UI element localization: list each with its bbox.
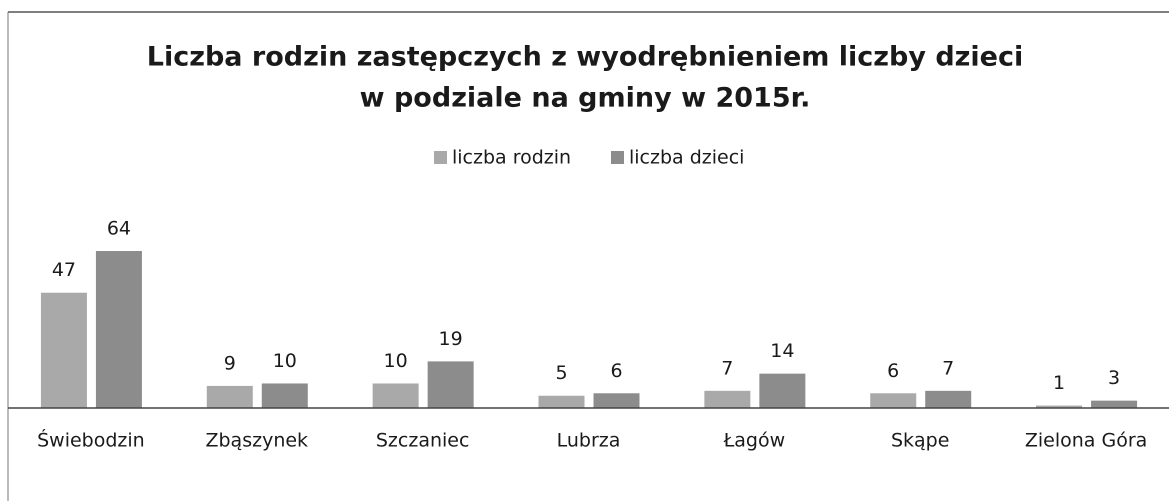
x-tick-label: Świebodzin	[37, 428, 145, 452]
bar	[427, 361, 474, 408]
bar	[538, 395, 585, 408]
bar	[1091, 400, 1138, 408]
bar	[95, 251, 142, 408]
legend-swatch	[611, 151, 624, 164]
data-label: 14	[770, 340, 794, 362]
bar	[40, 292, 87, 408]
x-tick-label: Zielona Góra	[1025, 430, 1147, 452]
data-label: 47	[52, 259, 76, 281]
data-label: 1	[1053, 372, 1065, 394]
data-label: 7	[942, 357, 954, 379]
chart-title: w podziale na gminy w 2015r.	[360, 83, 811, 114]
data-label: 6	[610, 360, 622, 382]
bar	[372, 383, 419, 408]
data-label: 7	[721, 357, 733, 379]
bar	[593, 393, 640, 408]
data-label: 64	[107, 218, 131, 240]
data-label: 5	[555, 362, 567, 384]
x-tick-label: Szczaniec	[376, 430, 470, 452]
data-label: 9	[224, 352, 236, 374]
legend-label: liczba rodzin	[452, 147, 571, 169]
bar	[1036, 405, 1083, 408]
bar	[704, 390, 751, 408]
data-label: 3	[1108, 367, 1120, 389]
x-tick-label: Zbąszynek	[205, 430, 308, 452]
x-tick-label: Łagów	[723, 430, 786, 452]
bar	[870, 393, 917, 408]
data-label: 19	[439, 328, 463, 350]
bar	[759, 373, 806, 408]
data-label: 10	[384, 350, 408, 372]
x-tick-label: Lubrza	[557, 430, 621, 452]
bar	[261, 383, 308, 408]
chart-title: Liczba rodzin zastępczych z wyodrębnieni…	[147, 42, 1023, 73]
data-label: 10	[273, 350, 297, 372]
x-tick-label: Skąpe	[891, 430, 949, 452]
bar	[925, 390, 972, 408]
legend-swatch	[434, 151, 447, 164]
data-label: 6	[887, 360, 899, 382]
bar	[206, 385, 253, 408]
legend-label: liczba dzieci	[629, 147, 744, 169]
